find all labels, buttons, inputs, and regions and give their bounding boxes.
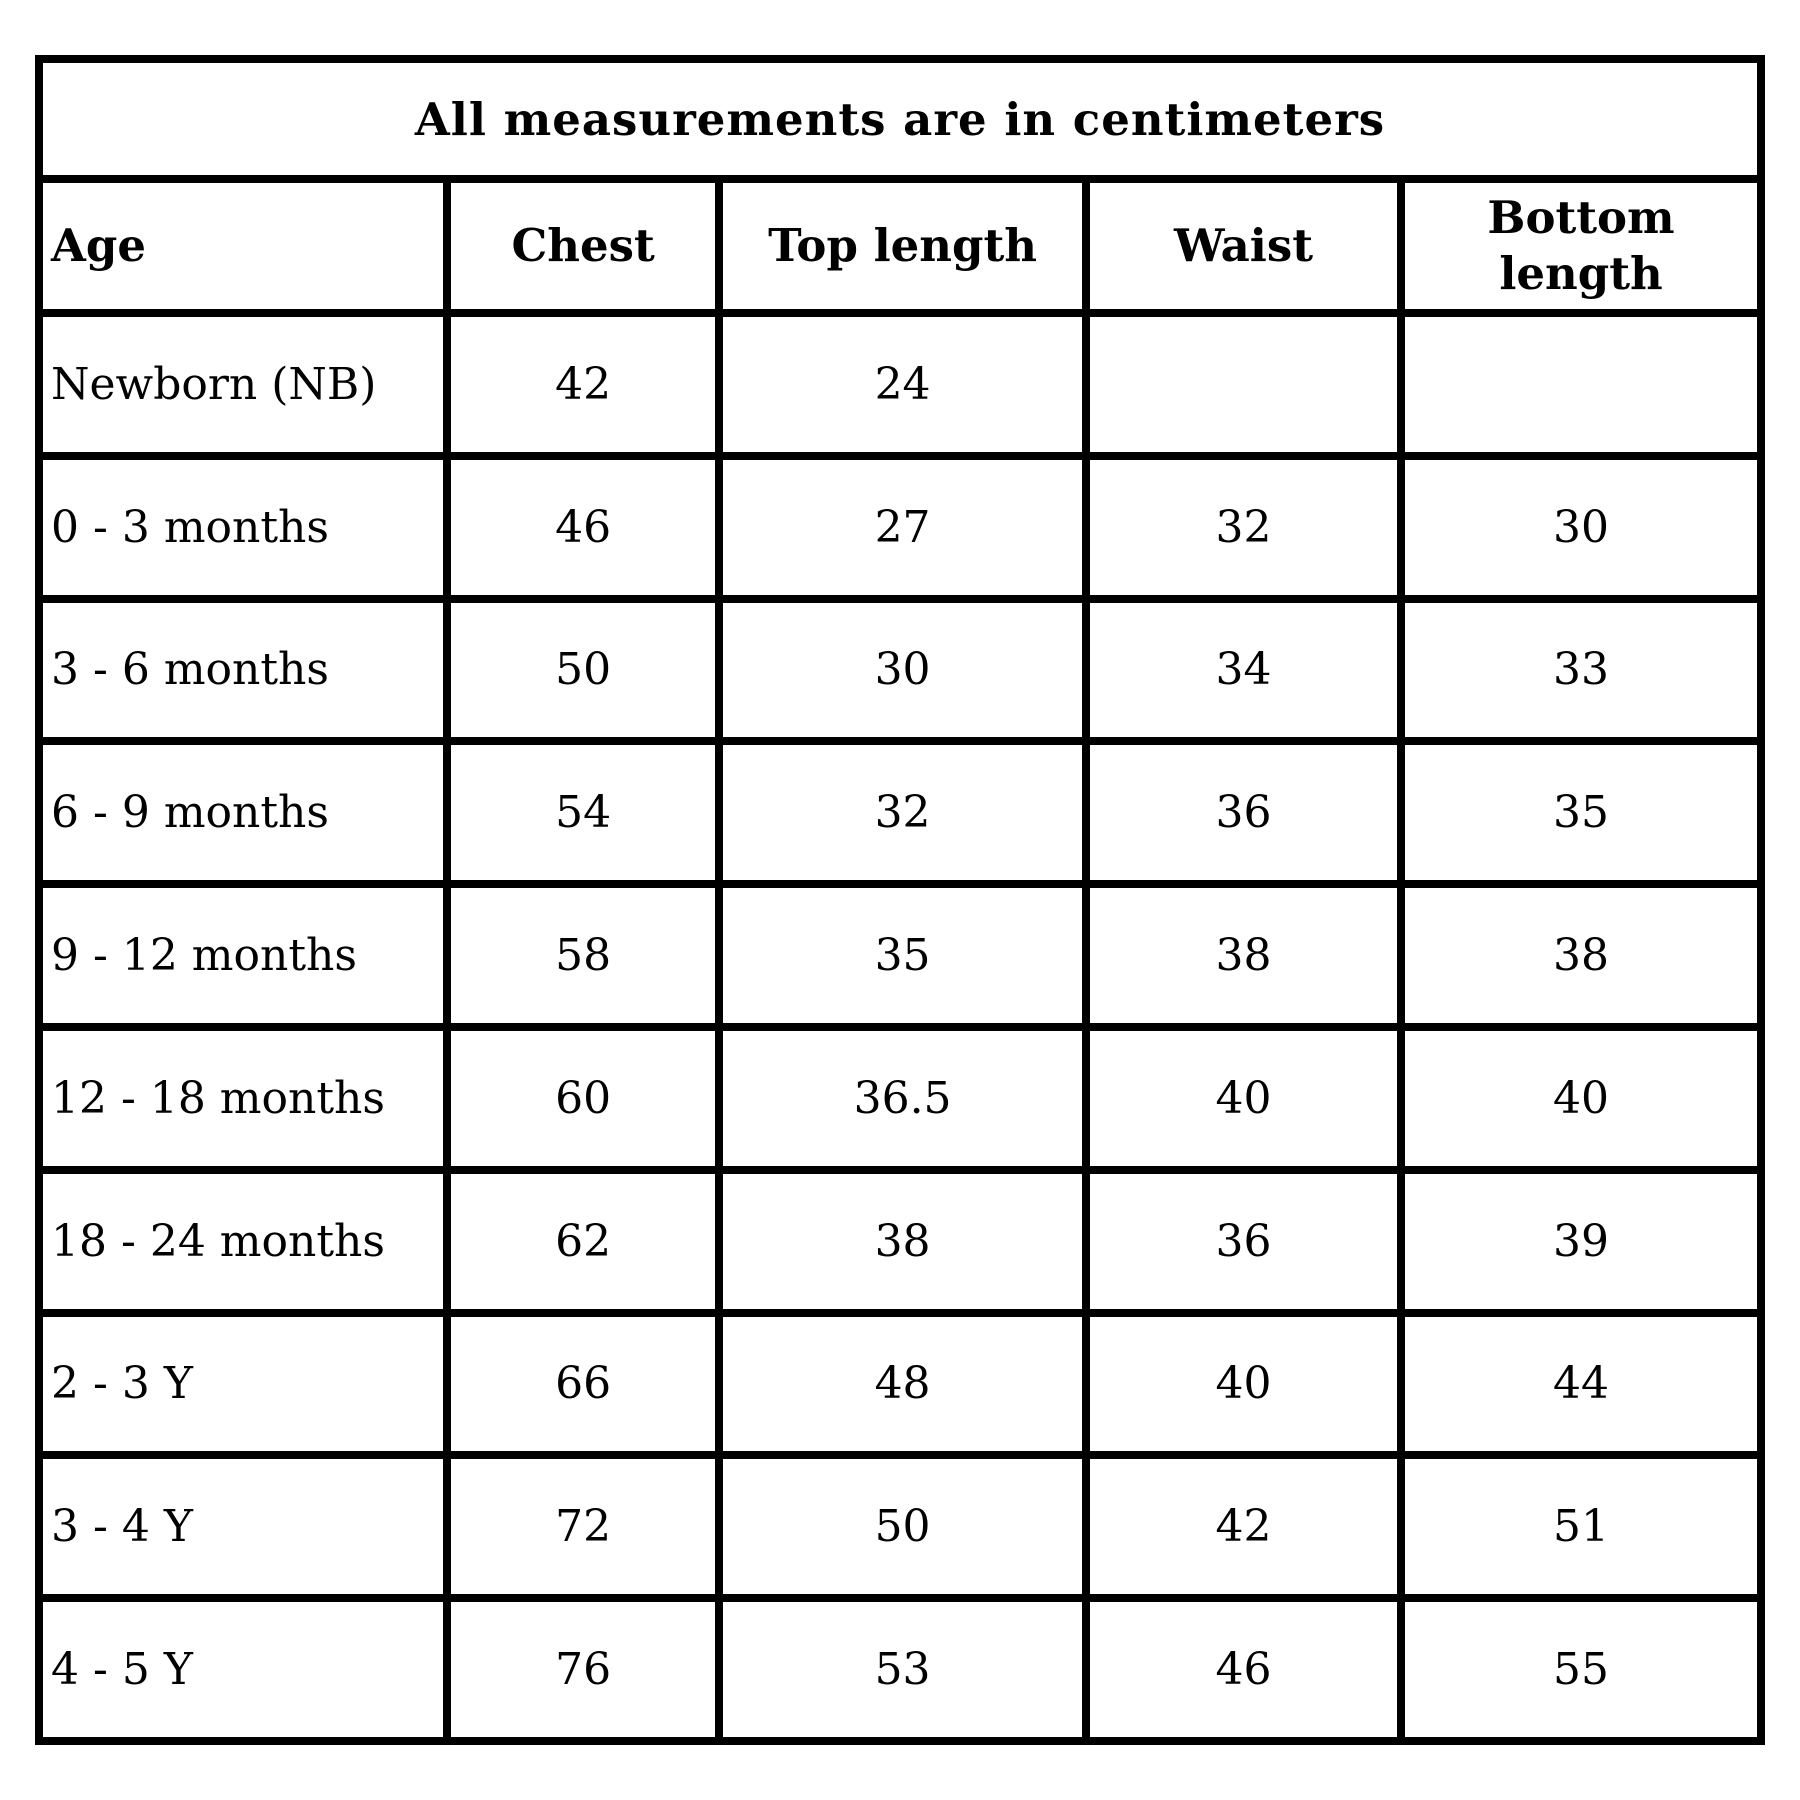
value-cell: 72 (443, 1451, 724, 1603)
value-cell: 30 (1397, 451, 1765, 603)
value-cell: 24 (715, 309, 1090, 460)
value-cell: 34 (1081, 594, 1406, 746)
age-cell: Newborn (NB) (34, 309, 452, 460)
table-row: 12 - 18 months 60 36.5 40 40 (34, 1022, 1765, 1174)
value-cell: 44 (1397, 1308, 1765, 1460)
value-cell: 32 (1081, 451, 1406, 603)
value-cell (1081, 309, 1406, 460)
value-cell: 60 (443, 1022, 724, 1174)
value-cell: 27 (715, 451, 1090, 603)
value-cell: 46 (1081, 1594, 1406, 1745)
value-cell: 53 (715, 1594, 1090, 1745)
size-chart-table: All measurements are in centimeters Age C… (34, 55, 1765, 1745)
value-cell: 50 (715, 1451, 1090, 1603)
value-cell: 42 (443, 309, 724, 460)
column-header-row: Age Chest Top length Waist Bottom length (34, 175, 1765, 317)
column-header-waist: Waist (1081, 175, 1406, 317)
value-cell: 30 (715, 594, 1090, 746)
value-cell: 51 (1397, 1451, 1765, 1603)
table-row: 9 - 12 months 58 35 38 38 (34, 880, 1765, 1031)
age-cell: 9 - 12 months (34, 880, 452, 1031)
value-cell: 36 (1081, 1165, 1406, 1317)
value-cell: 76 (443, 1594, 724, 1745)
table-row: 4 - 5 Y 76 53 46 55 (34, 1594, 1765, 1745)
title-row: All measurements are in centimeters (35, 55, 1765, 183)
age-cell: 2 - 3 Y (34, 1308, 452, 1460)
value-cell: 40 (1081, 1308, 1406, 1460)
age-cell: 3 - 4 Y (34, 1451, 452, 1603)
value-cell: 58 (443, 880, 724, 1031)
value-cell: 35 (1397, 737, 1765, 889)
value-cell: 36 (1081, 737, 1406, 889)
value-cell: 48 (715, 1308, 1090, 1460)
value-cell: 66 (443, 1308, 724, 1460)
value-cell: 33 (1397, 594, 1765, 746)
column-header-chest: Chest (443, 175, 724, 317)
value-cell: 38 (715, 1165, 1090, 1317)
value-cell: 50 (443, 594, 724, 746)
value-cell: 35 (715, 880, 1090, 1031)
value-cell: 46 (443, 451, 724, 603)
age-cell: 4 - 5 Y (34, 1594, 452, 1745)
age-cell: 0 - 3 months (34, 451, 452, 603)
column-header-top-length: Top length (715, 175, 1090, 317)
value-cell: 38 (1397, 880, 1765, 1031)
age-cell: 18 - 24 months (34, 1165, 452, 1317)
table-row: 0 - 3 months 46 27 32 30 (34, 451, 1765, 603)
column-header-age: Age (34, 175, 452, 317)
table-row: 2 - 3 Y 66 48 40 44 (34, 1308, 1765, 1460)
age-cell: 12 - 18 months (34, 1022, 452, 1174)
value-cell: 38 (1081, 880, 1406, 1031)
table-row: 3 - 4 Y 72 50 42 51 (34, 1451, 1765, 1603)
value-cell: 54 (443, 737, 724, 889)
value-cell: 40 (1397, 1022, 1765, 1174)
table-row: Newborn (NB) 42 24 (34, 309, 1765, 460)
value-cell: 55 (1397, 1594, 1765, 1745)
value-cell: 40 (1081, 1022, 1406, 1174)
table-row: 3 - 6 months 50 30 34 33 (34, 594, 1765, 746)
value-cell: 42 (1081, 1451, 1406, 1603)
value-cell: 36.5 (715, 1022, 1090, 1174)
table-title: All measurements are in centimeters (35, 55, 1765, 183)
column-header-bottom-length: Bottom length (1397, 175, 1765, 317)
table-body: Newborn (NB) 42 24 0 - 3 months 46 27 32 30 3 - … (34, 309, 1765, 1745)
age-cell: 6 - 9 months (34, 737, 452, 889)
value-cell: 32 (715, 737, 1090, 889)
age-cell: 3 - 6 months (34, 594, 452, 746)
value-cell (1397, 309, 1765, 460)
table-row: 18 - 24 months 62 38 36 39 (34, 1165, 1765, 1317)
value-cell: 39 (1397, 1165, 1765, 1317)
value-cell: 62 (443, 1165, 724, 1317)
table-row: 6 - 9 months 54 32 36 35 (34, 737, 1765, 889)
